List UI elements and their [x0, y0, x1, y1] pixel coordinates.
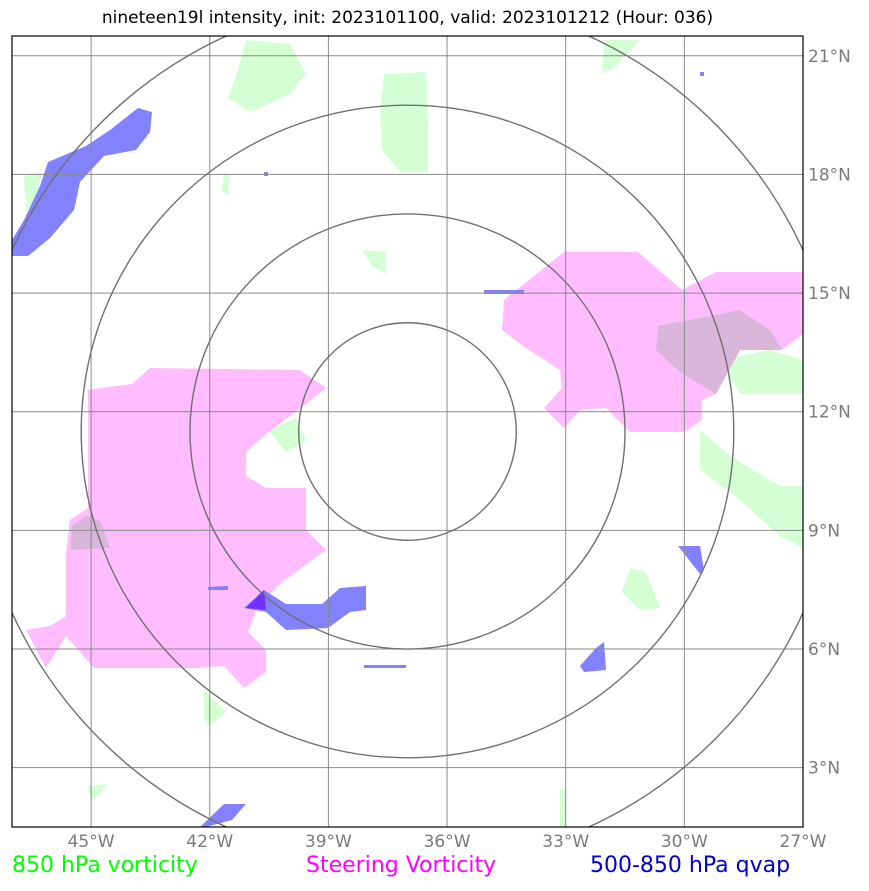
- lat-tick-label: 6°N: [808, 640, 840, 660]
- vort850-blob: [622, 568, 660, 610]
- vort850-blob: [700, 430, 803, 548]
- range-ring: [80, 104, 735, 759]
- steering-blob: [26, 368, 326, 688]
- qvap-blob: [12, 108, 152, 256]
- vort850-blob: [362, 250, 386, 274]
- lon-tick-label: 27°W: [780, 832, 827, 852]
- plot-area: [12, 36, 803, 827]
- vort850-blob: [228, 40, 306, 112]
- lat-tick-label: 3°N: [808, 759, 840, 779]
- legend-qvap: 500-850 hPa qvap: [590, 853, 791, 878]
- legend-vort850: 850 hPa vorticity: [12, 853, 198, 878]
- range-ring: [298, 322, 517, 541]
- vort850-blob: [720, 350, 803, 394]
- lon-tick-label: 45°W: [68, 832, 115, 852]
- steering-blob: [502, 252, 803, 432]
- axis-ticks: 45°W 42°W 39°W 36°W 33°W 30°W 27°W 3°N 6°N 9°N 12°…: [68, 47, 851, 852]
- range-ring: [189, 213, 626, 650]
- vort850-blob: [222, 172, 230, 196]
- lon-tick-label: 36°W: [424, 832, 471, 852]
- vort850-blob: [560, 790, 566, 827]
- lat-tick-label: 21°N: [808, 47, 851, 67]
- legend-steering: Steering Vorticity: [306, 853, 497, 878]
- range-rings: [12, 36, 803, 827]
- qvap-strong-blob: [246, 590, 266, 610]
- map-title: nineteen19l intensity, init: 2023101100,…: [101, 8, 714, 28]
- lat-tick-label: 18°N: [808, 165, 851, 185]
- qvap-blob: [364, 665, 406, 668]
- lon-tick-label: 39°W: [305, 832, 352, 852]
- qvap-blob: [208, 586, 228, 590]
- lat-tick-label: 9°N: [808, 521, 840, 541]
- map-frame: [11, 35, 804, 828]
- vort850-blob: [88, 784, 108, 802]
- lon-tick-label: 42°W: [186, 832, 233, 852]
- overlap-blob: [656, 310, 782, 394]
- qvap-blob: [580, 642, 606, 672]
- lon-tick-label: 30°W: [661, 832, 708, 852]
- lat-tick-label: 15°N: [808, 284, 851, 304]
- qvap-blob: [700, 72, 704, 76]
- vort850-blob: [602, 40, 640, 74]
- vort850-blob: [24, 172, 42, 212]
- qvap-layer: [12, 72, 704, 827]
- vort850-blob: [380, 72, 428, 172]
- lon-tick-label: 33°W: [542, 832, 589, 852]
- qvap-blob: [244, 586, 366, 630]
- vort850-blob: [268, 418, 306, 452]
- qvap-blob: [678, 546, 704, 574]
- gridlines: [12, 36, 803, 827]
- qvap-strong-layer: [246, 590, 266, 610]
- lat-tick-label: 12°N: [808, 403, 851, 423]
- qvap-blob: [200, 804, 246, 827]
- vorticity-850-layer: [24, 40, 803, 827]
